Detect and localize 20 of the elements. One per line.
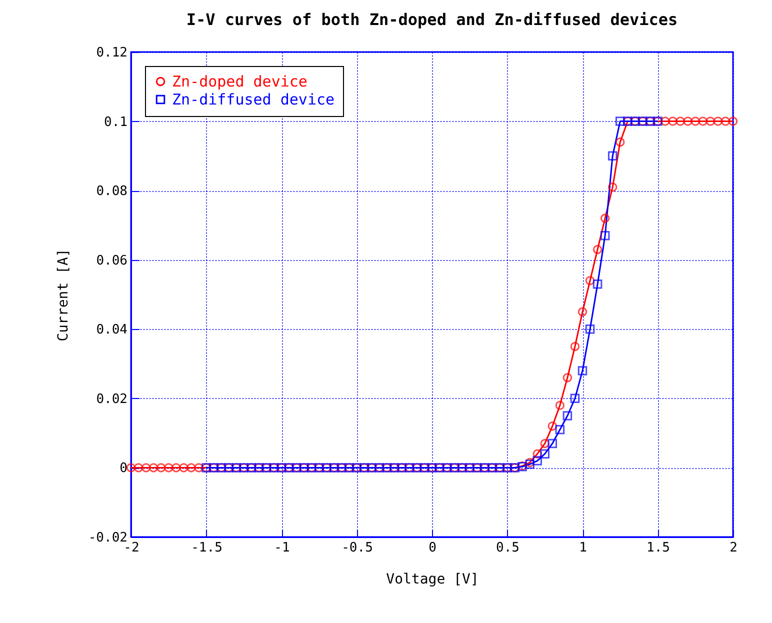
legend-label: Zn-doped device <box>172 72 308 90</box>
x-axis-title: Voltage [V] <box>386 572 479 588</box>
y-tick-label: 0.1 <box>104 114 128 130</box>
y-tick-label: 0.02 <box>96 392 128 407</box>
x-tick-label: 0.5 <box>496 540 520 556</box>
y-axis-title: Current [A] <box>55 248 72 342</box>
x-tick-label: 2 <box>730 540 738 556</box>
x-tick-label: -1 <box>274 540 290 556</box>
y-tick-label: 0 <box>120 461 128 476</box>
y-tick-label: 0.06 <box>96 253 128 268</box>
x-tick-label: -0.5 <box>342 540 373 556</box>
chart-title: I-V curves of both Zn-doped and Zn-diffused devices <box>186 10 678 29</box>
legend-label: Zn-diffused device <box>172 90 335 108</box>
x-tick-label: -1.5 <box>191 540 222 556</box>
y-tick-label: 0.12 <box>96 46 128 60</box>
x-tick-label: 1.5 <box>646 540 670 556</box>
x-tick-label: 1 <box>579 540 587 556</box>
y-tick-label: 0.08 <box>96 184 128 200</box>
x-tick-label: 0 <box>428 540 436 556</box>
y-tick-label: 0.04 <box>96 322 128 338</box>
